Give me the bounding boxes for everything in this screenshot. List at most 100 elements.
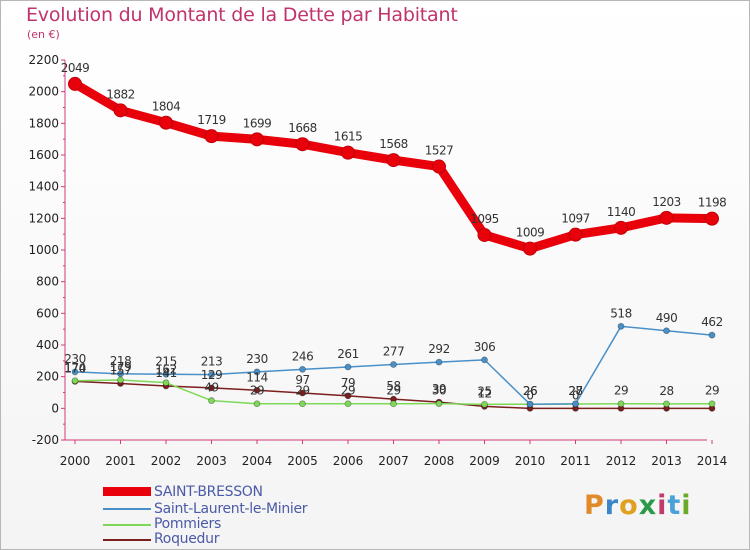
- data-label: 518: [610, 306, 631, 320]
- x-tick-label: 2013: [651, 454, 682, 468]
- x-tick-label: 2007: [378, 454, 409, 468]
- logo-letter: o: [619, 490, 639, 521]
- x-tick-label: 2003: [196, 454, 227, 468]
- legend-label-pommiers: Pommiers: [154, 516, 221, 532]
- data-point: [299, 400, 306, 408]
- data-label: 162: [155, 363, 176, 377]
- data-point: [390, 400, 397, 408]
- data-label: 213: [201, 355, 222, 369]
- data-point: [435, 358, 443, 366]
- chart-unit-label: (en €): [27, 28, 60, 41]
- y-tick-label: -200: [32, 433, 59, 447]
- data-label: 490: [656, 311, 677, 325]
- data-point: [299, 389, 306, 397]
- data-label: 49: [204, 381, 218, 395]
- data-label: 215: [155, 354, 176, 368]
- data-point: [117, 370, 124, 378]
- data-point: [341, 145, 355, 160]
- data-label: 174: [64, 361, 85, 375]
- y-tick-label: 2200: [28, 53, 59, 67]
- data-label: 26: [523, 384, 537, 398]
- legend-label-saint-bresson: SAINT-BRESSON: [154, 484, 263, 500]
- data-point: [432, 159, 446, 174]
- data-point: [523, 241, 537, 256]
- data-label: 1882: [106, 87, 135, 101]
- legend-swatch-saint-laurent: [103, 508, 151, 510]
- data-point: [253, 400, 261, 408]
- data-label: 0: [572, 388, 579, 402]
- data-point: [705, 211, 719, 226]
- x-tick-label: 2006: [333, 454, 364, 468]
- data-point: [526, 400, 534, 408]
- data-point: [208, 371, 215, 379]
- data-point: [162, 370, 170, 378]
- data-point: [253, 386, 261, 394]
- data-label: 462: [701, 315, 722, 329]
- data-label: 28: [568, 384, 582, 398]
- x-tick-label: 2004: [242, 454, 273, 468]
- logo-letter: P: [584, 490, 605, 521]
- data-label: 29: [705, 384, 719, 398]
- data-label: 58: [386, 379, 400, 393]
- data-point: [617, 400, 625, 408]
- data-point: [208, 384, 215, 392]
- data-label: 1009: [516, 226, 545, 240]
- data-label: 1097: [561, 212, 590, 226]
- data-label: 29: [341, 384, 355, 398]
- data-label: 292: [428, 342, 449, 356]
- data-point: [568, 227, 583, 242]
- data-point: [295, 137, 310, 152]
- data-label: 1804: [152, 100, 181, 114]
- data-label: 1140: [607, 205, 636, 219]
- data-point: [390, 361, 397, 368]
- data-point: [663, 400, 670, 408]
- y-tick-label: 800: [36, 275, 59, 289]
- legend-label-roquedur: Roquedur: [154, 531, 220, 547]
- data-point: [614, 220, 628, 235]
- data-label: 2049: [61, 61, 90, 75]
- data-label: 12: [477, 386, 491, 400]
- y-tick-label: 1600: [28, 148, 59, 162]
- data-point: [344, 363, 352, 371]
- data-label: 277: [383, 344, 404, 358]
- data-label: 170: [64, 361, 85, 375]
- data-point: [204, 129, 219, 144]
- x-tick-label: 2010: [515, 454, 546, 468]
- data-point: [617, 322, 625, 330]
- data-label: 27: [568, 384, 582, 398]
- data-point: [250, 132, 264, 147]
- data-label: 114: [246, 370, 267, 384]
- y-tick-label: 0: [51, 401, 59, 415]
- logo-letter: i: [681, 490, 692, 521]
- data-label: 230: [64, 352, 85, 366]
- data-label: 1095: [470, 212, 499, 226]
- data-point: [708, 400, 716, 408]
- data-label: 1615: [334, 130, 363, 144]
- data-label: 79: [341, 376, 355, 390]
- data-label: 1527: [425, 144, 454, 158]
- logo-letter: t: [667, 490, 682, 521]
- data-label: 30: [432, 384, 446, 398]
- data-point: [344, 392, 352, 400]
- data-label: 25: [477, 384, 491, 398]
- data-label: 29: [614, 384, 628, 398]
- y-tick-label: 200: [36, 370, 59, 384]
- data-label: 1203: [652, 195, 681, 209]
- data-point: [113, 103, 128, 118]
- data-label: 1198: [698, 196, 727, 210]
- legend-swatch-roquedur: [103, 539, 151, 541]
- legend-label-saint-laurent: Saint-Laurent-le-Minier: [154, 501, 308, 517]
- data-point: [159, 115, 173, 130]
- data-label: 1699: [243, 116, 272, 130]
- logo-letter: i: [657, 490, 668, 521]
- x-tick-label: 2014: [697, 454, 728, 468]
- data-label: 29: [295, 384, 309, 398]
- data-point: [708, 331, 716, 339]
- y-tick-label: 1800: [28, 116, 59, 130]
- data-label: 29: [386, 384, 400, 398]
- data-label: 141: [155, 366, 176, 380]
- y-tick-label: 1400: [28, 180, 59, 194]
- x-tick-label: 2008: [424, 454, 455, 468]
